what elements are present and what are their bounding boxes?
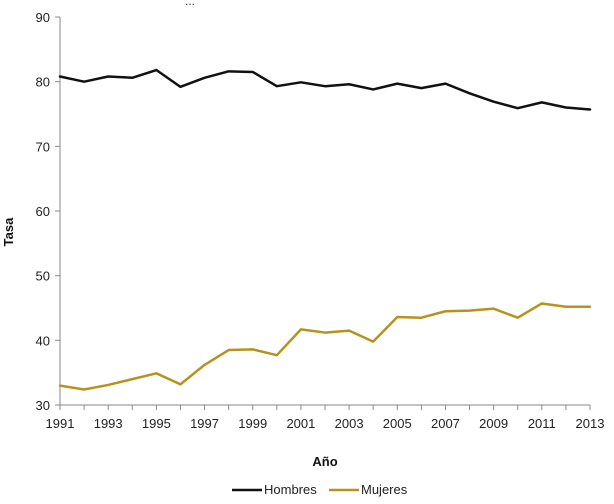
y-tick-label: 30 [36, 398, 50, 413]
series-line-hombres [58, 68, 592, 111]
legend-label: Mujeres [361, 482, 408, 497]
x-tick-label: 2003 [335, 416, 364, 431]
legend: Hombres Mujeres [232, 482, 408, 497]
series-line-mujeres [58, 302, 592, 391]
x-tick-label: 2013 [576, 416, 605, 431]
y-tick-label: 40 [36, 333, 50, 348]
y-tick-label: 80 [36, 75, 50, 90]
series-lines [58, 68, 592, 391]
x-tick-label: 1997 [190, 416, 219, 431]
x-tick-label: 1991 [46, 416, 75, 431]
x-axis-ticks: 1991 1993 1995 1997 1999 2001 2003 2005 2007 2009… [46, 405, 605, 431]
x-tick-label: 2005 [383, 416, 412, 431]
x-axis-title: Año [312, 454, 337, 469]
x-tick-label: 2011 [528, 416, 556, 431]
x-tick-label: 2009 [479, 416, 508, 431]
y-axis-title: Tasa [1, 217, 16, 246]
x-tick-label: 1993 [94, 416, 123, 431]
y-tick-label: 60 [36, 204, 50, 219]
y-tick-label: 90 [36, 10, 50, 25]
chart-top-text-fragment: ... [185, 0, 195, 8]
x-tick-label: 1995 [142, 416, 171, 431]
y-axis-ticks: 30 40 50 60 70 80 90 [36, 10, 60, 413]
y-tick-label: 50 [36, 269, 50, 284]
legend-label: Hombres [264, 482, 317, 497]
x-tick-label: 2007 [431, 416, 460, 431]
x-tick-label: 1999 [238, 416, 267, 431]
x-tick-label: 2001 [286, 416, 315, 431]
y-tick-label: 70 [36, 139, 50, 154]
